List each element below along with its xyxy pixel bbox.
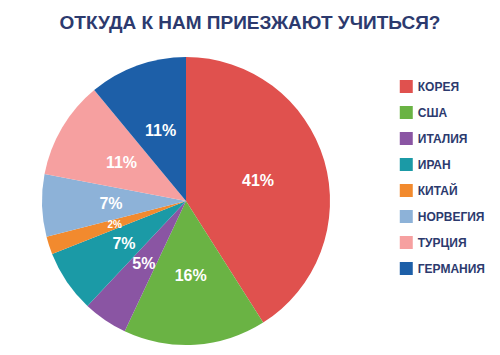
svg-text:5%: 5% <box>132 255 155 272</box>
svg-text:США: США <box>418 106 448 120</box>
svg-text:КОРЕЯ: КОРЕЯ <box>418 80 459 94</box>
svg-text:41%: 41% <box>242 172 274 189</box>
svg-text:ИТАЛИЯ: ИТАЛИЯ <box>418 132 468 146</box>
svg-text:11%: 11% <box>106 154 137 171</box>
svg-text:ТУРЦИЯ: ТУРЦИЯ <box>418 236 467 250</box>
svg-text:16%: 16% <box>175 267 207 284</box>
svg-text:ИРАН: ИРАН <box>418 158 451 172</box>
svg-text:ОТКУДА К НАМ ПРИЕЗЖАЮТ УЧИТЬСЯ: ОТКУДА К НАМ ПРИЕЗЖАЮТ УЧИТЬСЯ? <box>60 12 441 33</box>
svg-text:ГЕРМАНИЯ: ГЕРМАНИЯ <box>418 262 485 276</box>
svg-text:2%: 2% <box>107 219 122 230</box>
svg-text:НОРВЕГИЯ: НОРВЕГИЯ <box>418 210 485 224</box>
svg-text:КИТАЙ: КИТАЙ <box>418 183 458 198</box>
svg-text:7%: 7% <box>112 235 135 252</box>
svg-text:11%: 11% <box>145 122 176 139</box>
svg-text:7%: 7% <box>99 195 122 212</box>
